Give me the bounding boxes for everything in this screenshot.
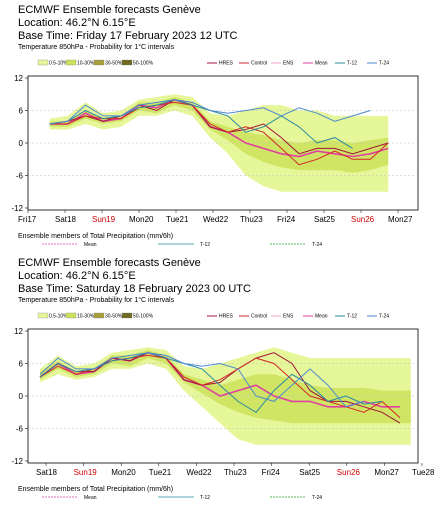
legend-label-series: HRES — [219, 314, 234, 320]
prob-band-10-30 — [49, 97, 389, 173]
legend-label-prob: 10-30% — [77, 314, 95, 320]
x-tick-label: Sun19 — [74, 468, 98, 477]
precip-title: Ensemble members of Total Precipitation … — [18, 486, 174, 493]
temperature-chart-1: 0.5-10% 10-30% 30-50% 50-100% HRES Control ENS… — [11, 312, 435, 501]
x-tick-label: Tue21 — [149, 468, 172, 477]
y-tick-label: 0 — [19, 139, 24, 148]
legend-label-series: Control — [251, 314, 267, 320]
legend-swatch-prob — [93, 59, 105, 66]
y-tick-label: 12 — [14, 327, 23, 336]
legend-label-prob: 30-50% — [105, 61, 123, 67]
y-tick-label: 6 — [19, 360, 24, 369]
series-line-t-24 — [39, 352, 365, 408]
x-tick-label: Mon27 — [388, 215, 413, 224]
y-tick-label: 6 — [19, 107, 24, 116]
x-tick-label: Fri17 — [18, 215, 37, 224]
x-tick-label: Sun19 — [92, 215, 116, 224]
x-tick-label: Fri24 — [262, 468, 281, 477]
series-line-hres — [39, 352, 401, 424]
x-tick-label: Sat18 — [55, 215, 76, 224]
precip-legend-label: T-24 — [312, 495, 322, 501]
precip-legend-label: Mean — [84, 242, 97, 248]
chart-title: ECMWF Ensemble forecasts Genève — [18, 4, 201, 16]
legend-label-series: T-12 — [347, 314, 357, 320]
location-line: Location: 46.2°N 6.15°E — [18, 17, 136, 29]
y-tick-label: 12 — [14, 74, 23, 83]
x-tick-label: Tue28 — [412, 468, 435, 477]
legend-label-series: Mean — [315, 61, 328, 67]
legend-label-prob: 0.5-10% — [49, 314, 68, 320]
legend-label-series: Control — [251, 61, 267, 67]
chart-subtitle: Temperature 850hPa - Probability for 1°C… — [18, 44, 175, 51]
series-line-t-24 — [49, 99, 371, 125]
series-line-t-12 — [49, 99, 353, 149]
legend-swatch-prob — [65, 312, 77, 319]
legend-label-prob: 10-30% — [77, 61, 95, 67]
y-tick-label: -6 — [16, 172, 24, 181]
x-tick-label: Thu23 — [240, 215, 263, 224]
legend-label-series: T-24 — [379, 61, 389, 67]
x-tick-label: Sun26 — [337, 468, 361, 477]
legend-label-prob: 50-100% — [133, 314, 154, 320]
legend-label-series: ENS — [283, 61, 294, 67]
series-line-hres — [49, 99, 389, 155]
x-tick-label: Mon27 — [374, 468, 399, 477]
legend-swatch-prob — [121, 312, 133, 319]
legend-label-series: Mean — [315, 314, 328, 320]
y-tick-label: -12 — [11, 204, 23, 213]
precip-legend-label: Mean — [84, 495, 97, 501]
forecast-panel-0: ECMWF Ensemble forecasts Genève Location… — [11, 4, 419, 248]
precip-legend-label: T-24 — [312, 242, 322, 248]
legend-label-series: HRES — [219, 61, 234, 67]
legend-swatch-prob — [93, 312, 105, 319]
x-tick-label: Sun26 — [351, 215, 375, 224]
x-tick-label: Thu23 — [224, 468, 247, 477]
chart-subtitle: Temperature 850hPa - Probability for 1°C… — [18, 297, 175, 304]
y-tick-label: 0 — [19, 392, 24, 401]
base-time: Base Time: Saturday 18 February 2023 00 … — [18, 283, 251, 295]
x-tick-label: Sat25 — [314, 215, 335, 224]
x-tick-label: Mon20 — [129, 215, 154, 224]
legend-label-series: T-12 — [347, 61, 357, 67]
prob-band-10-30 — [40, 350, 411, 424]
x-tick-label: Mon20 — [111, 468, 136, 477]
x-tick-label: Wed22 — [186, 468, 212, 477]
x-tick-label: Sat25 — [299, 468, 320, 477]
temperature-chart-0: 0.5-10% 10-30% 30-50% 50-100% HRES Control ENS… — [11, 59, 419, 248]
precip-title: Ensemble members of Total Precipitation … — [18, 233, 174, 240]
x-tick-label: Sat18 — [36, 468, 57, 477]
x-tick-label: Tue21 — [166, 215, 189, 224]
legend-label-prob: 0.5-10% — [49, 61, 68, 67]
legend-label-prob: 50-100% — [133, 61, 154, 67]
x-tick-label: Wed22 — [203, 215, 229, 224]
base-time: Base Time: Friday 17 February 2023 12 UT… — [18, 30, 238, 42]
legend-label-series: T-24 — [379, 314, 389, 320]
legend-label-series: ENS — [283, 314, 294, 320]
location-line: Location: 46.2°N 6.15°E — [18, 270, 136, 282]
y-tick-label: -12 — [11, 457, 23, 466]
chart-title: ECMWF Ensemble forecasts Genève — [18, 257, 201, 269]
x-tick-label: Fri24 — [277, 215, 296, 224]
precip-legend-label: T-12 — [200, 242, 210, 248]
forecast-panel-1: ECMWF Ensemble forecasts Genève Location… — [0, 253, 440, 506]
legend-swatch-prob — [37, 59, 49, 66]
y-tick-label: -6 — [16, 425, 24, 434]
legend-swatch-prob — [65, 59, 77, 66]
legend-swatch-prob — [121, 59, 133, 66]
precip-legend-label: T-12 — [200, 495, 210, 501]
legend-swatch-prob — [37, 312, 49, 319]
legend-label-prob: 30-50% — [105, 314, 123, 320]
